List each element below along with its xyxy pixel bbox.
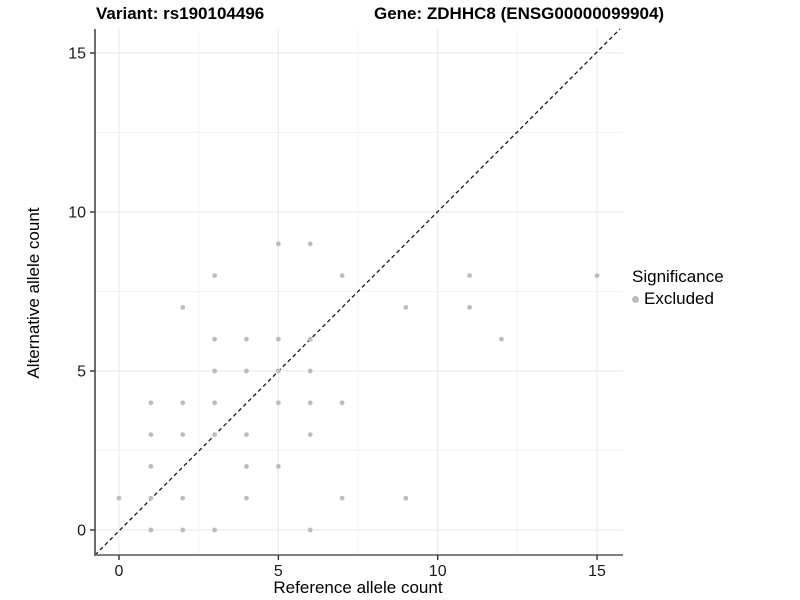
x-tick-label: 5	[274, 563, 283, 580]
data-point	[499, 336, 504, 342]
data-point	[467, 273, 472, 278]
data-point	[403, 495, 409, 501]
data-point	[180, 527, 186, 533]
y-tick-label: 15	[68, 46, 86, 63]
data-point	[339, 273, 345, 278]
variant-title: Variant: rs190104496	[96, 4, 265, 23]
data-point	[339, 495, 345, 501]
legend-title: Significance	[632, 267, 724, 286]
data-point	[148, 400, 154, 406]
y-tick-label: 0	[77, 523, 86, 540]
x-tick-label: 15	[588, 563, 606, 580]
data-point	[180, 432, 186, 437]
y-tick-label: 5	[77, 364, 86, 381]
data-point	[244, 495, 249, 501]
data-point	[275, 400, 281, 406]
data-point	[212, 400, 218, 406]
x-tick-label: 0	[115, 563, 124, 580]
data-point	[212, 273, 218, 278]
data-point	[180, 305, 186, 310]
data-point	[212, 368, 218, 374]
data-point	[275, 241, 281, 247]
legend-item-excluded: Excluded	[632, 289, 724, 309]
data-point	[148, 495, 154, 501]
data-point	[148, 464, 154, 469]
data-point	[212, 432, 218, 437]
identity-line	[94, 28, 621, 556]
data-point	[275, 336, 281, 342]
data-point	[212, 527, 218, 533]
y-axis-title: Alternative allele count	[24, 207, 43, 379]
gene-title: Gene: ZDHHC8 (ENSG00000099904)	[374, 4, 665, 23]
excluded-point-icon	[632, 295, 639, 303]
data-point	[180, 495, 186, 501]
data-point	[244, 368, 249, 374]
y-tick-label: 10	[68, 205, 86, 222]
data-point	[594, 273, 600, 278]
legend-item-label: Excluded	[644, 289, 714, 308]
data-point	[244, 432, 249, 437]
data-point	[148, 432, 154, 437]
data-point	[307, 432, 313, 437]
data-point	[180, 400, 186, 406]
data-point	[275, 464, 281, 469]
data-point	[244, 336, 249, 342]
x-tick-label: 10	[429, 563, 447, 580]
x-axis-title: Reference allele count	[273, 578, 443, 597]
data-point	[275, 368, 281, 374]
data-point	[212, 336, 218, 342]
data-point	[307, 400, 313, 406]
data-point	[307, 368, 313, 374]
legend: Significance Excluded	[632, 267, 724, 309]
data-point	[244, 464, 249, 469]
data-point	[307, 336, 313, 342]
data-point	[467, 305, 472, 310]
data-point	[307, 241, 313, 247]
data-point	[339, 400, 345, 406]
data-point	[148, 527, 154, 533]
data-point	[307, 527, 313, 533]
data-point	[116, 495, 122, 501]
data-point	[403, 305, 409, 310]
